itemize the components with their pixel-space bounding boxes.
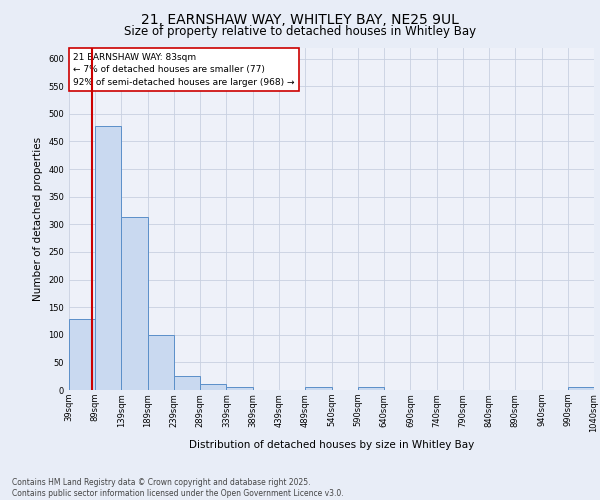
Bar xyxy=(174,376,200,390)
Bar xyxy=(226,387,253,390)
Text: Size of property relative to detached houses in Whitley Bay: Size of property relative to detached ho… xyxy=(124,25,476,38)
X-axis label: Distribution of detached houses by size in Whitley Bay: Distribution of detached houses by size … xyxy=(189,440,474,450)
Text: 21, EARNSHAW WAY, WHITLEY BAY, NE25 9UL: 21, EARNSHAW WAY, WHITLEY BAY, NE25 9UL xyxy=(141,12,459,26)
Y-axis label: Number of detached properties: Number of detached properties xyxy=(33,136,43,301)
Bar xyxy=(69,320,95,390)
Bar xyxy=(121,216,148,390)
Text: 21 EARNSHAW WAY: 83sqm
← 7% of detached houses are smaller (77)
92% of semi-deta: 21 EARNSHAW WAY: 83sqm ← 7% of detached … xyxy=(73,52,295,86)
Bar xyxy=(358,387,384,390)
Bar xyxy=(148,336,174,390)
Bar xyxy=(568,387,594,390)
Bar xyxy=(305,387,332,390)
Bar xyxy=(200,384,226,390)
Text: Contains HM Land Registry data © Crown copyright and database right 2025.
Contai: Contains HM Land Registry data © Crown c… xyxy=(12,478,344,498)
Bar xyxy=(95,126,121,390)
